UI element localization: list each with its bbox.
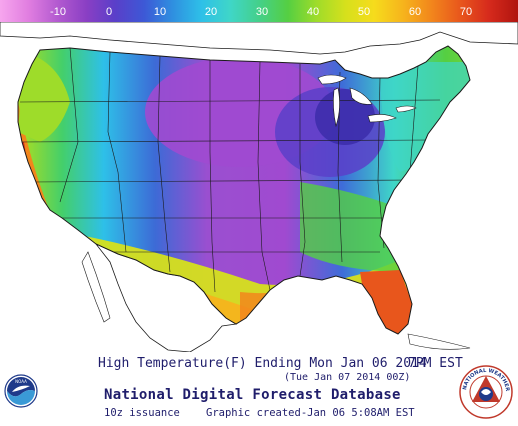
forecast-time: 7PM EST (408, 356, 463, 371)
canada-region (0, 22, 518, 55)
colorbar-tick-label: 10 (154, 6, 166, 18)
colorbar-tick-label: 50 (358, 6, 370, 18)
temperature-colorbar: -10 0 10 20 30 40 50 60 70 (0, 0, 518, 22)
database-title: National Digital Forecast Database (104, 387, 401, 403)
colorbar-tick-label: 20 (205, 6, 217, 18)
issuance-info: 10z issuance Graphic created-Jan 06 5:08… (104, 407, 415, 419)
forecast-utc-time: (Tue Jan 07 2014 00Z) (284, 372, 411, 383)
graphic-footer: NOAA High Temperature(F) Ending Mon Jan … (0, 352, 518, 426)
noaa-logo-label: NOAA (15, 379, 27, 384)
state-borders (18, 47, 441, 293)
great-lakes (317, 74, 417, 128)
graphic-created: Graphic created-Jan 06 5:08AM EST (206, 407, 415, 419)
colorbar-tick-label: -10 (50, 6, 66, 18)
colorbar-tick-label: 30 (256, 6, 268, 18)
colorbar-tick-label: 70 (460, 6, 472, 18)
colorbar-tick-label: 0 (106, 6, 112, 18)
forecast-period: High Temperature(F) Ending Mon Jan 06 20… (98, 356, 463, 371)
temperature-map (0, 22, 518, 352)
colorbar-tick-label: 40 (307, 6, 319, 18)
noaa-logo: NOAA (4, 374, 38, 408)
forecast-period-label: High Temperature(F) Ending Mon Jan 06 20… (98, 356, 427, 371)
nws-logo: NATIONAL WEATHER SERVICE (458, 362, 513, 419)
baja-california (81, 251, 111, 323)
issuance-label: 10z issuance (104, 407, 180, 419)
colorbar-tick-label: 60 (409, 6, 421, 18)
cuba (407, 333, 471, 350)
